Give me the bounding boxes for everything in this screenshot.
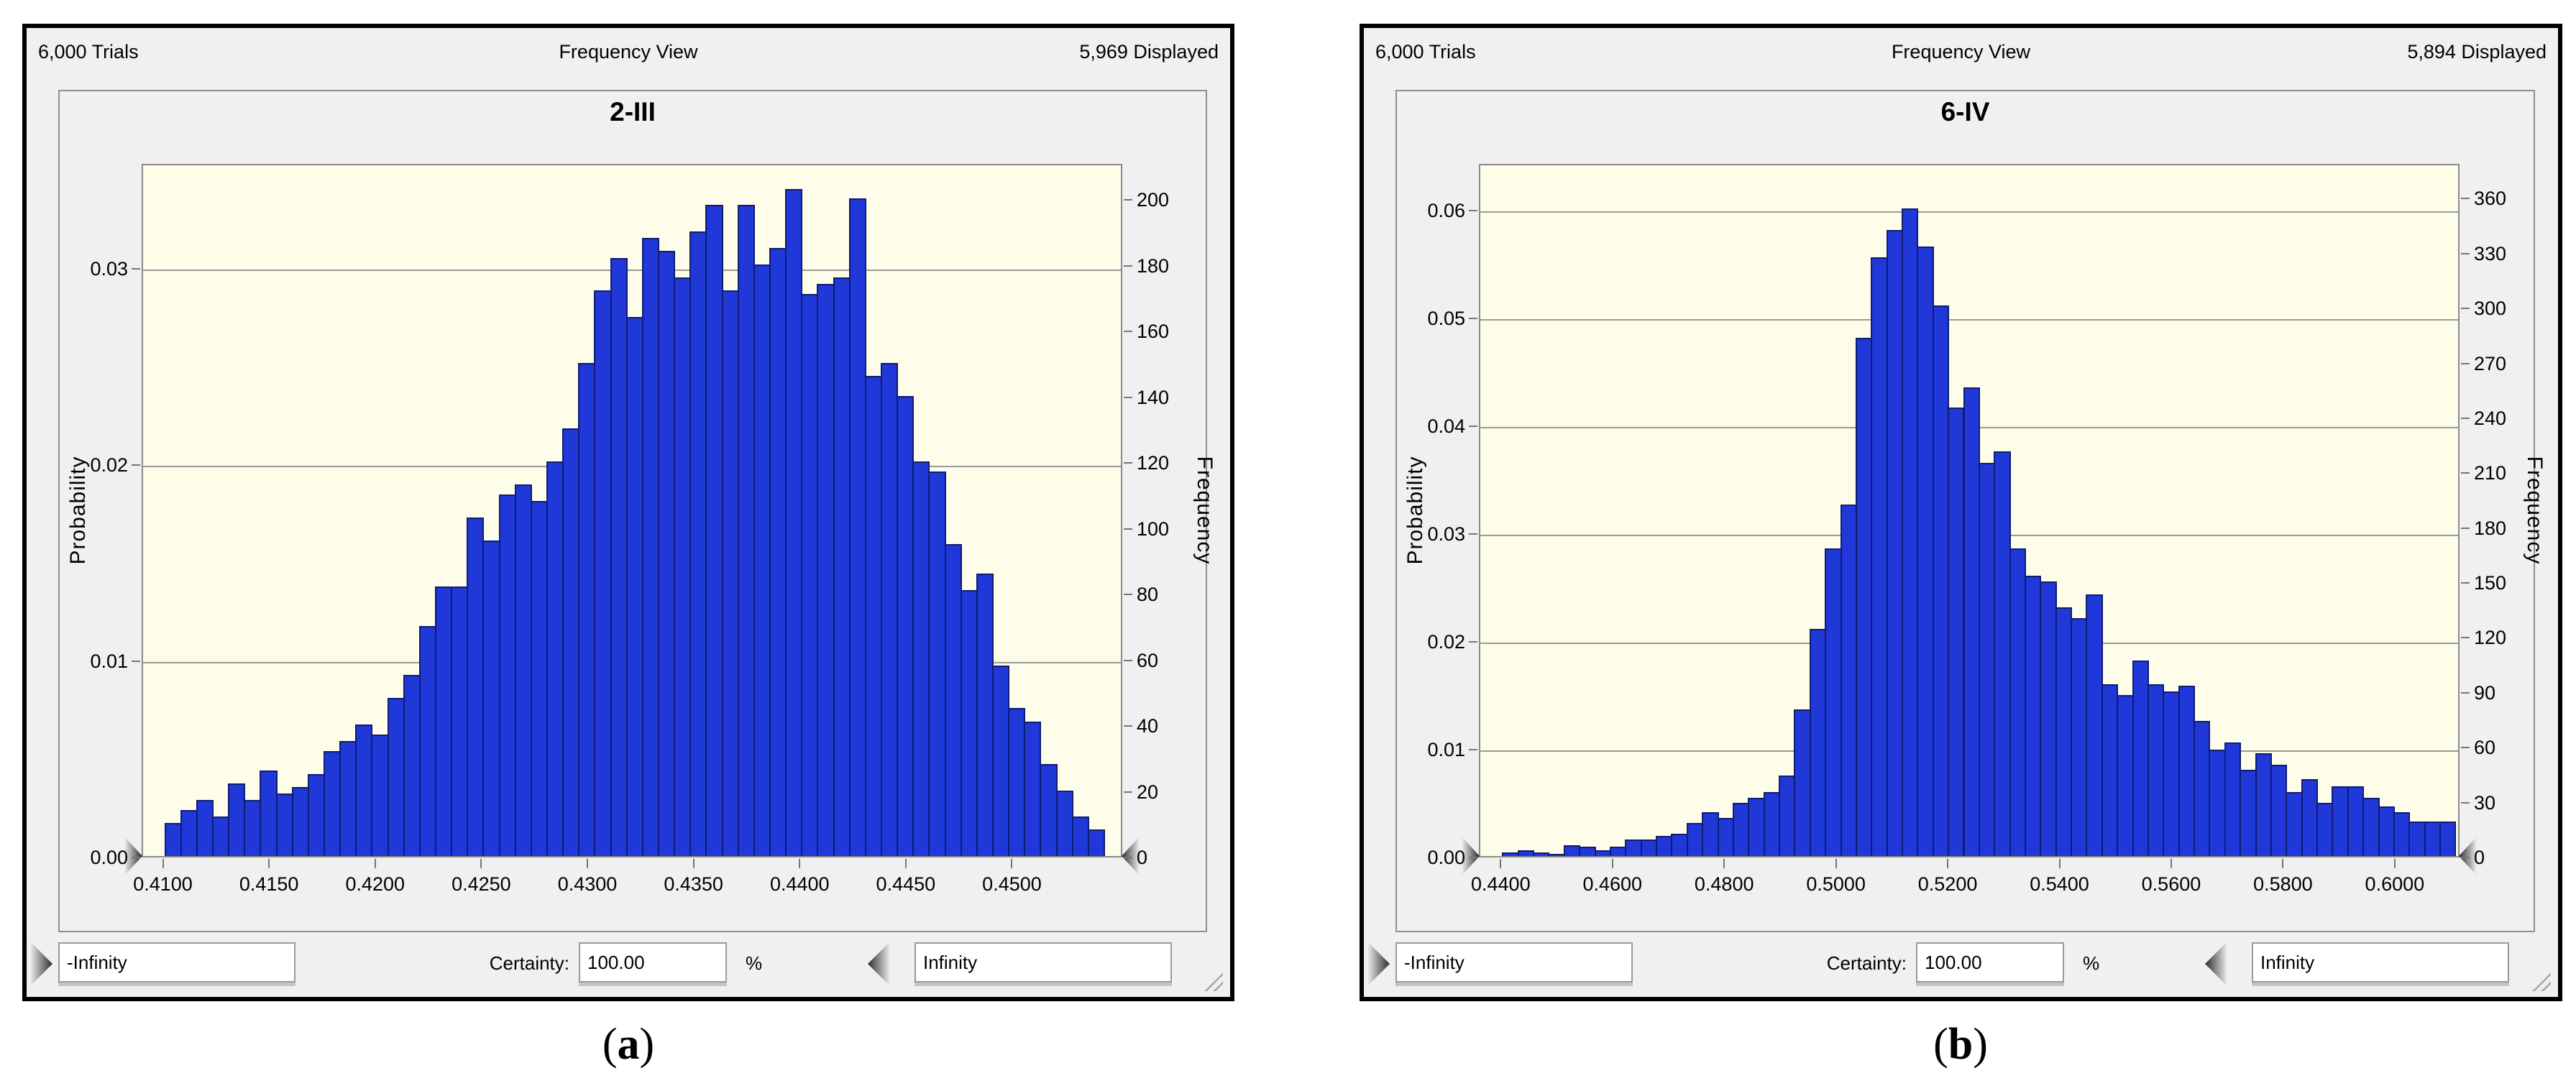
displayed-count: 5,894 Displayed [2407, 41, 2547, 63]
upper-limit-grabber[interactable] [868, 942, 889, 985]
lower-limit-input[interactable] [58, 942, 295, 983]
displayed-count: 5,969 Displayed [1079, 41, 1219, 63]
view-title: Frequency View [1891, 41, 2031, 63]
trials-count: 6,000 Trials [38, 41, 139, 63]
lower-limit-input[interactable] [1395, 942, 1633, 983]
forecast-title: 6-IV [1940, 97, 1990, 126]
trials-count: 6,000 Trials [1375, 41, 1476, 63]
chart-frame [1395, 90, 2535, 932]
caption-b: (b) [1933, 1020, 1988, 1069]
certainty-label: Certainty: [489, 952, 569, 974]
probability-axis-label: Probability [1403, 456, 1427, 565]
resize-grip[interactable] [2532, 972, 2551, 991]
view-title: Frequency View [559, 41, 698, 63]
lower-limit-grabber[interactable] [31, 942, 52, 985]
certainty-label: Certainty: [1826, 952, 1907, 974]
frequency-axis-label: Frequency [1193, 456, 1216, 565]
status-bar: 6,000 Trials Frequency View 5,969 Displa… [38, 40, 1219, 64]
percent-label: % [2083, 952, 2100, 974]
upper-limit-input[interactable] [915, 942, 1172, 983]
upper-limit-input[interactable] [2252, 942, 2509, 983]
percent-label: % [746, 952, 763, 974]
forecast-window-b: 6,000 Trials Frequency View 5,894 Displa… [1360, 24, 2562, 1001]
frequency-axis-label: Frequency [2523, 456, 2547, 565]
upper-limit-grabber[interactable] [2205, 942, 2227, 985]
probability-axis-label: Probability [66, 456, 90, 565]
caption-a: (a) [602, 1020, 655, 1069]
lower-limit-grabber[interactable] [1368, 942, 1390, 985]
status-bar: 6,000 Trials Frequency View 5,894 Displa… [1375, 40, 2547, 64]
certainty-input[interactable] [1916, 942, 2064, 983]
forecast-window-a: 6,000 Trials Frequency View 5,969 Displa… [22, 24, 1234, 1001]
certainty-input[interactable] [579, 942, 727, 983]
resize-grip[interactable] [1204, 972, 1223, 991]
forecast-title: 2-III [610, 97, 656, 126]
chart-frame [58, 90, 1207, 932]
